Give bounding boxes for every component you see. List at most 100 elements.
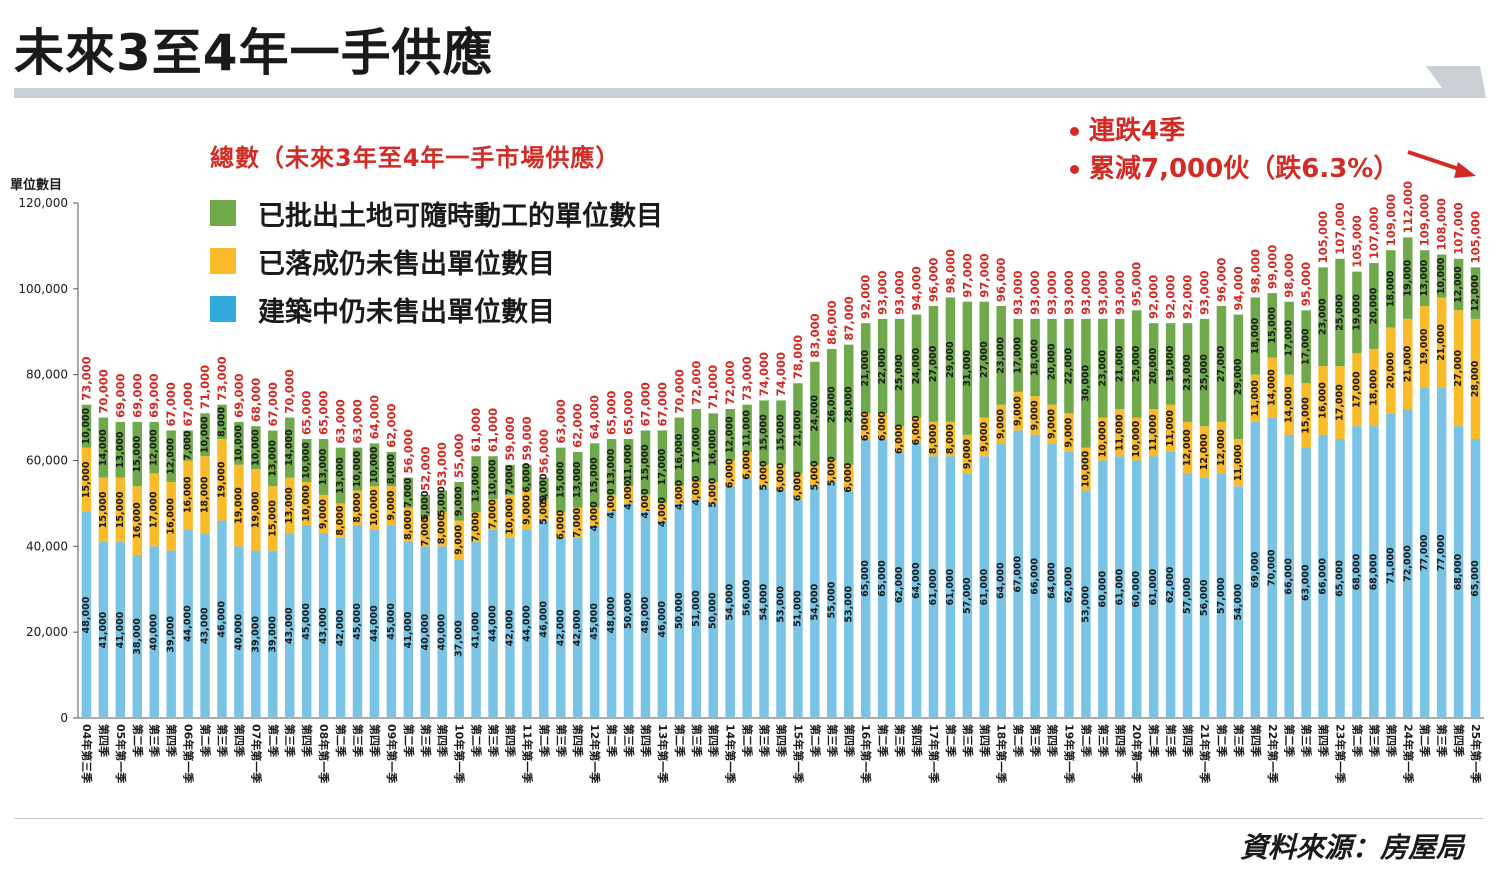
data-label-approved-land: 15,000 (776, 414, 787, 451)
data-label-completed-unsold: 5,000 (708, 477, 719, 507)
x-tick-label: 第四季 (842, 724, 856, 758)
bar-segment-approved-land (1470, 267, 1481, 319)
data-label-completed-unsold: 19,000 (233, 487, 244, 524)
bar-segment-under-construction (1301, 447, 1311, 718)
data-label-approved-land: 10,000 (250, 429, 261, 466)
data-label-completed-unsold: 10,000 (1097, 420, 1108, 457)
data-label-completed-unsold: 12,000 (1199, 433, 1210, 470)
data-label-total: 73,000 (79, 356, 93, 400)
bar-segment-under-construction (301, 524, 312, 718)
bar-segment-under-construction (725, 486, 735, 718)
bar-segment-completed-unsold (1301, 383, 1311, 448)
bar-segment-approved-land (1165, 323, 1176, 405)
bar-segment-approved-land (437, 490, 447, 512)
bar-segment-under-construction (1165, 451, 1176, 718)
data-label-under-construction: 70,000 (1267, 549, 1278, 586)
bar-segment-approved-land (369, 443, 380, 487)
data-label-under-construction: 41,000 (115, 611, 126, 648)
data-label-under-construction: 72,000 (1402, 545, 1413, 582)
data-label-total: 73,000 (740, 356, 754, 400)
data-label-under-construction: 54,000 (759, 583, 770, 620)
data-label-total: 93,000 (1079, 270, 1093, 314)
data-label-completed-unsold: 9,000 (521, 494, 532, 524)
bar-segment-under-construction (606, 512, 617, 718)
data-label-under-construction: 45,000 (301, 603, 312, 640)
x-tick-label: 24年第一季 (1401, 724, 1415, 784)
bar-segment-completed-unsold (200, 456, 210, 534)
data-label-completed-unsold: 7,000 (572, 507, 583, 537)
x-tick-label: 第三季 (893, 724, 907, 758)
bar-segment-under-construction (1148, 456, 1159, 718)
x-tick-label: 21年第一季 (1198, 724, 1212, 784)
data-label-approved-land: 5,000 (538, 473, 549, 503)
bar-segment-completed-unsold (725, 460, 735, 487)
bar-segment-completed-unsold (420, 516, 431, 547)
data-label-under-construction: 62,000 (1063, 566, 1074, 603)
data-label-approved-land: 12,000 (725, 416, 736, 453)
data-label-under-construction: 44,000 (369, 605, 380, 642)
bar-segment-under-construction (166, 550, 176, 718)
bar-segment-under-construction (657, 520, 668, 718)
x-tick-label: 第四季 (368, 724, 382, 758)
x-tick-label: 第四季 (707, 724, 721, 758)
bar-segment-under-construction (1199, 477, 1210, 718)
bar-segment-approved-land (301, 439, 312, 482)
bar-segment-under-construction (742, 477, 752, 718)
bar-segment-approved-land (81, 404, 92, 448)
x-tick-label: 04年第三季 (80, 724, 94, 784)
data-label-completed-unsold: 21,000 (1436, 324, 1447, 361)
legend-item-approved-land: 已批出土地可隨時動工的單位數目 (210, 189, 663, 237)
data-label-approved-land: 11,000 (742, 410, 753, 447)
bar-segment-completed-unsold (962, 434, 973, 474)
data-label-under-construction: 61,000 (1114, 568, 1125, 605)
data-label-total: 70,000 (672, 369, 686, 413)
bar-segment-approved-land (98, 417, 109, 478)
data-label-approved-land: 23,000 (1182, 354, 1193, 391)
y-tick-label: 80,000 (26, 368, 68, 382)
data-label-completed-unsold: 11,000 (1114, 414, 1125, 451)
bar-segment-under-construction (911, 443, 922, 718)
bar-segment-approved-land (1284, 301, 1294, 375)
bar-segment-completed-unsold (1115, 409, 1125, 457)
data-label-total: 64,000 (588, 395, 602, 439)
data-label-approved-land: 21,000 (792, 410, 803, 447)
y-tick-label: 60,000 (26, 454, 68, 468)
bar-segment-under-construction (183, 529, 193, 718)
bar-segment-completed-unsold (522, 490, 532, 530)
bar-segment-completed-unsold (454, 520, 464, 560)
data-label-completed-unsold: 9,000 (996, 409, 1007, 439)
bar-segment-completed-unsold (539, 499, 549, 521)
data-label-total: 64,000 (367, 395, 381, 439)
data-label-under-construction: 39,000 (267, 616, 278, 653)
bar-segment-approved-land (1267, 293, 1277, 358)
data-label-completed-unsold: 12,000 (1216, 429, 1227, 466)
data-label-total: 94,000 (910, 266, 924, 310)
footer-divider (14, 818, 1484, 819)
bar-segment-approved-land (759, 400, 769, 465)
data-label-under-construction: 65,000 (860, 560, 871, 597)
data-label-under-construction: 65,000 (1335, 560, 1346, 597)
x-tick-label: 第二季 (673, 724, 687, 758)
data-label-approved-land: 27,000 (979, 341, 990, 378)
data-label-total: 109,000 (1384, 194, 1398, 246)
x-tick-label: 第四季 (1249, 724, 1263, 758)
data-label-total: 107,000 (1367, 207, 1381, 259)
data-label-under-construction: 45,000 (386, 603, 397, 640)
data-label-approved-land: 13,000 (335, 457, 346, 494)
legend-item-completed-unsold: 已落成仍未售出單位數目 (210, 237, 663, 285)
bar-segment-completed-unsold (335, 503, 346, 538)
bar-segment-completed-unsold (844, 464, 854, 491)
bar-segment-completed-unsold (1182, 421, 1193, 474)
data-label-under-construction: 44,000 (183, 605, 194, 642)
data-label-completed-unsold: 13,000 (284, 487, 295, 524)
bar-segment-completed-unsold (606, 494, 617, 512)
data-label-under-construction: 37,000 (454, 620, 465, 657)
data-label-approved-land: 10,000 (369, 446, 380, 483)
bar-segment-completed-unsold (1030, 396, 1040, 435)
bar-segment-completed-unsold (691, 481, 702, 500)
bar-segment-under-construction (1182, 473, 1193, 718)
bar-segment-approved-land (844, 344, 854, 465)
x-tick-label: 第三季 (1367, 724, 1381, 758)
data-label-under-construction: 60,000 (1097, 571, 1108, 608)
data-label-completed-unsold: 6,000 (792, 471, 803, 501)
